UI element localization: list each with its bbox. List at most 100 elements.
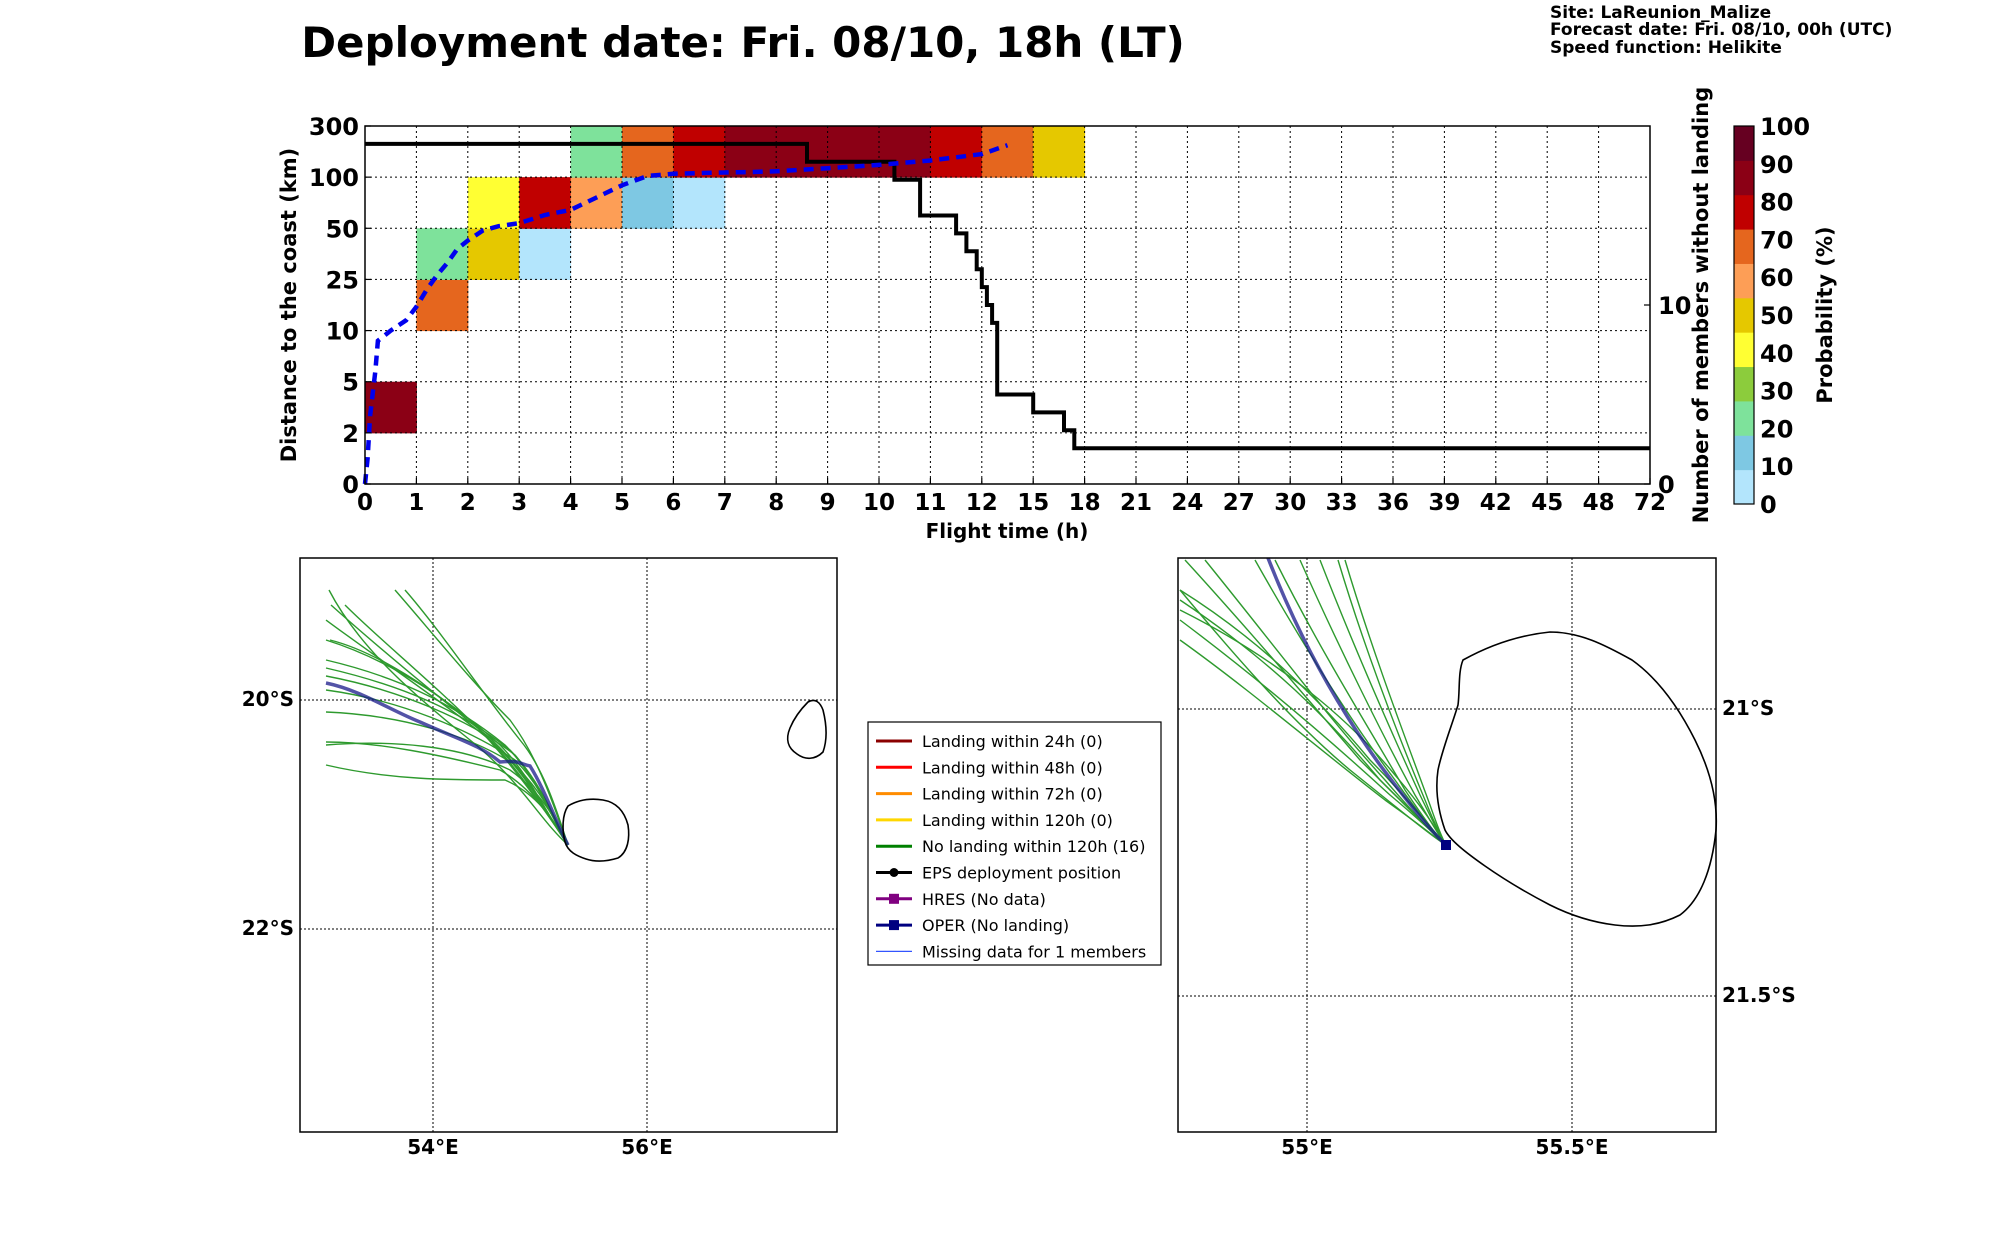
y-tick-label: 25 [326,266,359,294]
x-tick-label: 5 [614,490,630,516]
y-tick-label: 100 [309,164,359,192]
trajectory [1344,559,1447,846]
colorbar-tick-label: 30 [1760,378,1793,406]
y-tick-label: 2 [342,420,359,448]
colorbar-segment [1734,297,1754,333]
legend-item: Landing within 24h (0) [876,732,1103,751]
x-tick-label: 8 [768,490,784,516]
heatmap-cell [930,126,983,178]
lon-label-55E: 55°E [1281,1135,1333,1159]
trajectory [325,659,569,846]
x-tick-label: 27 [1223,490,1255,516]
map-frame [299,557,838,1133]
legend-label: Landing within 48h (0) [922,758,1103,777]
legend-frame [867,721,1162,966]
mean-distance-line [362,143,1009,485]
heatmap-cell [519,228,572,280]
right-tick-label: 0 [1658,471,1675,499]
heatmap-cell [622,126,674,178]
x-tick-label: 33 [1326,490,1358,516]
colorbar-ticks: 0 10 20 30 40 50 60 70 80 90 100 [1760,113,1810,519]
colorbar-segment [1734,400,1754,436]
x-axis-label: Flight time (h) [926,519,1089,543]
lat-label-20S: 20°S [242,687,294,711]
map-zoom: 21°S 21.5°S 55°E 55.5°E [1177,557,1796,1159]
heatmap-cell [673,126,726,178]
lat-label-21-5S: 21.5°S [1722,983,1796,1007]
x-tick-label: 72 [1634,490,1666,516]
heatmap-cell [1033,126,1086,178]
legend-label: OPER (No landing) [922,916,1069,935]
lon-label-55-5E: 55.5°E [1535,1135,1608,1159]
lon-label-56E: 56°E [621,1135,673,1159]
trajectory [1179,589,1447,846]
legend-label: Landing within 72h (0) [922,785,1103,804]
oper-trajectory [325,681,570,846]
trajectory [1319,559,1447,846]
ensemble-trajectories [325,589,569,846]
lat-label-22S: 22°S [242,916,294,940]
mauritius-coastline [786,699,827,760]
heatmap-cell [827,126,880,178]
x-tick-label: 12 [966,490,998,516]
colorbar-tick-label: 20 [1760,415,1793,443]
colorbar-frame [1733,125,1755,505]
colorbar-tick-label: 90 [1760,151,1793,179]
colorbar-segment [1734,366,1754,402]
x-tick-label: 21 [1120,490,1152,516]
y-tick-label: 300 [309,113,359,141]
legend-item: Missing data for 1 members [876,942,1146,961]
heatmap-cell [416,279,469,332]
legend-items: Landing within 24h (0) Landing within 48h… [876,732,1146,961]
oper-trajectory-zoom [1266,557,1448,847]
figure-title: Deployment date: Fri. 08/10, 18h (LT) [301,18,1185,67]
y-axis-label: Distance to the coast (km) [277,148,301,463]
legend-label: EPS deployment position [922,864,1121,883]
right-ticks: 0 10 [1644,292,1691,499]
colorbar-cells [1734,126,1754,505]
legend-marker [889,920,899,931]
x-tick-label: 2 [460,490,476,516]
heatmap-cell [879,126,931,178]
colorbar: 0 10 20 30 40 50 60 70 80 90 100 Probability (%) [1733,113,1837,519]
colorbar-label: Probability (%) [1813,226,1837,403]
trajectory [404,589,569,846]
x-tick-label: 3 [511,490,527,516]
ensemble-trajectories-zoom [1179,559,1447,846]
x-tick-label: 1 [408,490,424,516]
heatmap-cell [724,126,777,178]
legend-item: Landing within 120h (0) [876,811,1113,830]
y-tick-label: 50 [326,215,359,243]
colorbar-tick-label: 80 [1760,189,1793,217]
heatmap-cells [365,126,1086,434]
colorbar-segment [1734,160,1754,196]
trajectory [344,604,569,846]
oper-deployment-marker [1441,840,1451,850]
colorbar-tick-label: 50 [1760,302,1793,330]
y-tick-label: 10 [326,318,359,346]
legend-item: No landing within 120h (16) [876,837,1145,856]
y-tick-label: 5 [342,369,359,397]
x-tick-label: 36 [1377,490,1409,516]
trajectory [1274,559,1447,846]
x-tick-label: 18 [1069,490,1101,516]
x-tick-label: 11 [914,490,946,516]
colorbar-tick-label: 60 [1760,264,1793,292]
x-tick-label: 42 [1480,490,1512,516]
right-axis-label: Number of members without landing [1689,87,1713,524]
trajectory [1337,559,1447,846]
legend-marker [889,893,899,904]
heatmap-cell [570,177,623,229]
x-tick-label: 10 [863,490,895,516]
legend: Landing within 24h (0) Landing within 48h… [867,721,1162,966]
legend-item: Landing within 48h (0) [876,758,1103,777]
reunion-coastline-zoom [1436,631,1718,927]
legend-item: OPER (No landing) [876,916,1069,935]
legend-label: Landing within 24h (0) [922,732,1103,751]
heatmap-cell [467,177,520,229]
distance-probability-chart: 0 1 2 3 4 5 6 7 8 9 10 11 12 15 18 21 24 27 30 33 36 39 42 45 48… [277,87,1713,543]
x-ticks: 0 1 2 3 4 5 6 7 8 9 10 11 12 15 18 21 24 27 30 33 36 39 42 45 48… [357,478,1666,516]
x-tick-label: 6 [665,490,681,516]
